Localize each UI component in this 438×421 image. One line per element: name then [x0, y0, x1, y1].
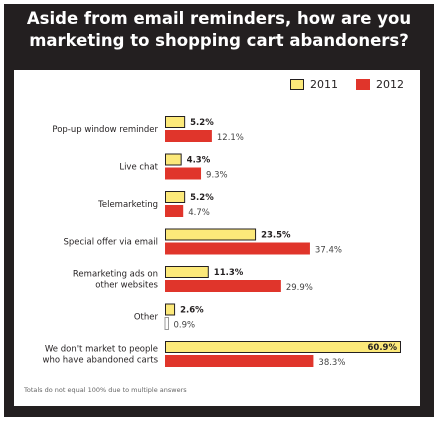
- value-label-2012: 4.7%: [188, 208, 210, 218]
- category-label: Other: [134, 313, 159, 323]
- value-label-2011: 5.2%: [190, 193, 214, 203]
- category-label: Special offer via email: [63, 238, 158, 248]
- category-label: Live chat: [119, 163, 158, 173]
- bar-2012: [165, 242, 310, 255]
- bar-2012: [165, 355, 314, 367]
- bar-2011: [165, 116, 186, 128]
- chart-title-line-2: marketing to shopping cart abandoners?: [29, 31, 409, 50]
- bar-2011: [165, 266, 209, 278]
- category-label: We don't market to people who have abando…: [43, 345, 159, 366]
- bar-2012: [165, 167, 202, 180]
- value-label-2012: 38.3%: [318, 358, 345, 368]
- bar-2012: [165, 280, 281, 292]
- bar-2012: [164, 317, 169, 330]
- value-label-2012: 29.9%: [286, 283, 313, 293]
- chart-title: Aside from email reminders, how are you …: [4, 8, 434, 64]
- value-label-2011: 5.2%: [190, 118, 214, 128]
- value-label-2011: 23.5%: [261, 231, 291, 241]
- footnote: Totals do not equal 100% due to multiple…: [24, 386, 187, 394]
- legend-swatch-2011: [290, 79, 304, 90]
- legend-label-2012: 2012: [376, 78, 404, 91]
- chart-title-line-1: Aside from email reminders, how are you: [26, 9, 412, 28]
- legend-label-2011: 2011: [310, 78, 338, 91]
- value-label-2011: 2.6%: [180, 306, 204, 316]
- bar-2012: [165, 130, 212, 142]
- bar-2011: [165, 303, 176, 316]
- bar-2011: [165, 191, 186, 203]
- bar-2012: [165, 205, 184, 217]
- bar-2011: [165, 341, 401, 353]
- category-label: Telemarketing: [97, 200, 158, 210]
- value-label-2011: 11.3%: [214, 268, 244, 278]
- value-label-2011: 4.3%: [187, 156, 211, 166]
- chart-panel: 2011 2012 Pop-up window reminder 5.2% 12.1…: [14, 70, 420, 406]
- bar-2011: [165, 228, 257, 241]
- bar-2011: [165, 153, 182, 166]
- category-label: Pop-up window reminder: [52, 125, 158, 135]
- value-label-2012: 9.3%: [206, 171, 228, 181]
- value-label-2012: 12.1%: [217, 133, 244, 143]
- value-label-2012: 0.9%: [173, 321, 195, 331]
- value-label-2011: 60.9%: [368, 343, 398, 353]
- value-label-2012: 37.4%: [315, 246, 342, 256]
- category-label: Remarketing ads on other websites: [73, 270, 159, 291]
- legend-swatch-2012: [356, 79, 370, 90]
